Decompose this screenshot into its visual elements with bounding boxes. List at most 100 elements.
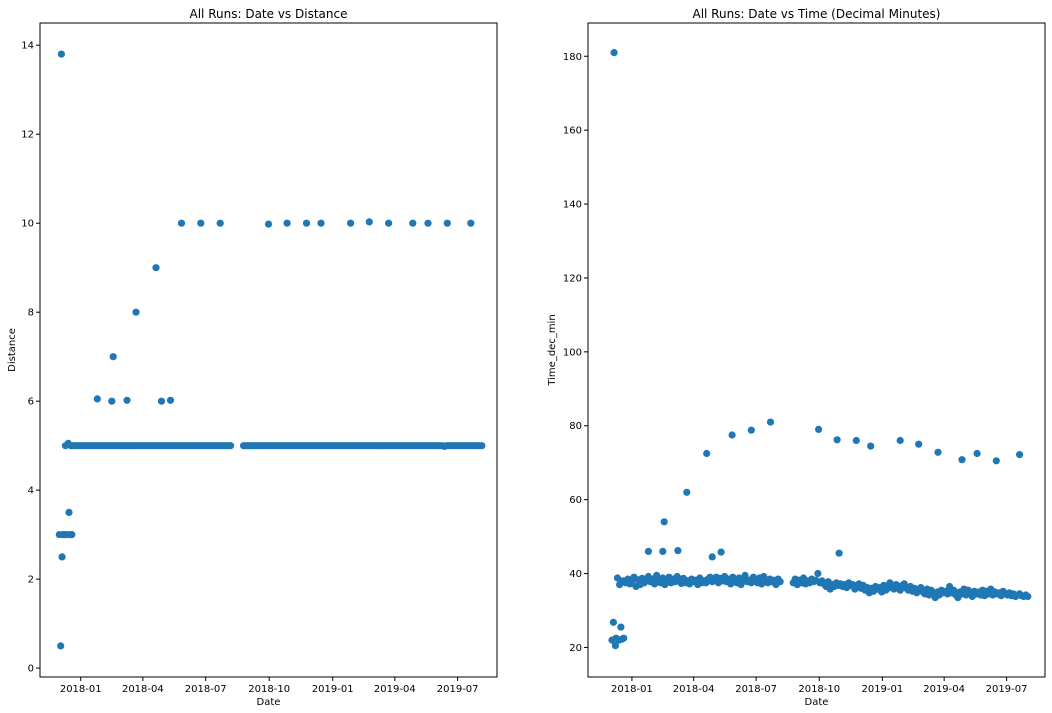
data-point <box>703 449 711 458</box>
y-tick-label: 2 <box>28 575 34 586</box>
data-point <box>776 578 784 586</box>
data-point <box>674 547 682 555</box>
data-point <box>747 426 755 434</box>
data-point <box>57 50 65 58</box>
x-axis-label: Date <box>805 697 829 708</box>
scatter-points <box>55 50 486 650</box>
x-tick-label: 2019-07 <box>437 684 479 695</box>
x-tick-label: 2018-04 <box>673 684 715 695</box>
y-tick-label: 40 <box>569 569 582 580</box>
data-point <box>166 396 175 404</box>
data-point <box>644 547 653 556</box>
data-point <box>264 220 273 228</box>
x-tick-label: 2019-01 <box>861 684 903 695</box>
data-point <box>409 219 417 227</box>
data-point <box>934 448 942 456</box>
data-point <box>1024 592 1032 601</box>
x-tick-label: 2018-01 <box>60 684 102 695</box>
distance-chart: All Runs: Date vs Distance Date Distance… <box>7 7 498 708</box>
time-chart: All Runs: Date vs Time (Decimal Minutes)… <box>547 7 1046 708</box>
y-tick-label: 160 <box>563 126 582 137</box>
data-point <box>68 531 76 539</box>
data-point <box>197 219 205 227</box>
data-point <box>109 353 117 361</box>
chart-title: All Runs: Date vs Distance <box>190 7 348 21</box>
data-point <box>717 548 725 556</box>
data-point <box>815 425 823 433</box>
data-point <box>610 49 618 57</box>
data-point <box>659 547 667 556</box>
data-point <box>132 308 140 316</box>
data-point <box>915 440 923 448</box>
data-point <box>1016 451 1024 459</box>
data-point <box>617 623 625 631</box>
y-tick-label: 20 <box>569 643 582 654</box>
data-point <box>177 219 186 227</box>
data-point <box>302 219 311 227</box>
chart-title: All Runs: Date vs Time (Decimal Minutes) <box>692 7 940 21</box>
x-axis-label: Date <box>257 697 281 708</box>
data-point <box>152 264 160 272</box>
data-point <box>766 418 775 426</box>
data-point <box>958 456 966 464</box>
y-tick-label: 12 <box>21 130 34 141</box>
x-tick-label: 2019-01 <box>312 684 354 695</box>
plot-frame <box>587 22 1046 678</box>
y-axis-label: Distance <box>7 328 18 372</box>
data-point <box>867 442 875 450</box>
data-point <box>660 518 668 526</box>
data-point <box>833 436 841 444</box>
y-tick-label: 0 <box>28 664 34 675</box>
scatter-points <box>608 49 1032 650</box>
y-axis-label: Time_dec_min <box>547 314 558 386</box>
data-point <box>683 488 691 496</box>
data-point <box>157 397 166 405</box>
data-point <box>108 397 116 405</box>
data-point <box>424 219 432 227</box>
y-tick-label: 120 <box>563 273 582 284</box>
data-point <box>365 218 373 226</box>
x-tick-label: 2018-07 <box>735 684 777 695</box>
data-point <box>216 219 224 227</box>
x-tick-label: 2018-07 <box>185 684 227 695</box>
data-point <box>93 395 101 403</box>
data-point <box>611 642 620 650</box>
data-point <box>852 436 860 445</box>
y-tick-label: 6 <box>28 397 34 408</box>
y-tick-label: 100 <box>563 347 582 358</box>
x-tick-label: 2018-10 <box>798 684 840 695</box>
data-point <box>443 219 451 227</box>
data-point <box>737 581 745 589</box>
y-tick-label: 14 <box>21 41 34 52</box>
data-point <box>283 219 291 227</box>
y-tick-label: 180 <box>563 52 582 63</box>
data-point <box>708 553 716 561</box>
data-point <box>973 449 981 458</box>
x-tick-label: 2019-04 <box>374 684 416 695</box>
y-tick-label: 80 <box>569 421 582 432</box>
data-point <box>317 219 325 227</box>
plot-frame <box>39 22 498 678</box>
data-point <box>992 457 1000 465</box>
data-point <box>620 634 628 642</box>
data-point <box>653 571 661 580</box>
data-point <box>467 219 475 227</box>
x-tick-label: 2019-04 <box>923 684 965 695</box>
y-tick-label: 8 <box>28 308 34 319</box>
data-point <box>478 442 486 450</box>
x-tick-label: 2018-10 <box>248 684 290 695</box>
data-point <box>728 431 736 439</box>
y-tick-label: 10 <box>21 219 34 230</box>
data-point <box>385 219 393 227</box>
data-point <box>347 219 355 227</box>
y-tick-label: 60 <box>569 495 582 506</box>
data-point <box>226 442 235 450</box>
data-point <box>65 508 73 516</box>
data-point <box>741 571 749 580</box>
data-point <box>58 553 66 561</box>
y-tick-label: 140 <box>563 200 582 211</box>
data-point <box>57 642 65 650</box>
data-point <box>835 549 843 557</box>
x-tick-label: 2018-01 <box>611 684 653 695</box>
